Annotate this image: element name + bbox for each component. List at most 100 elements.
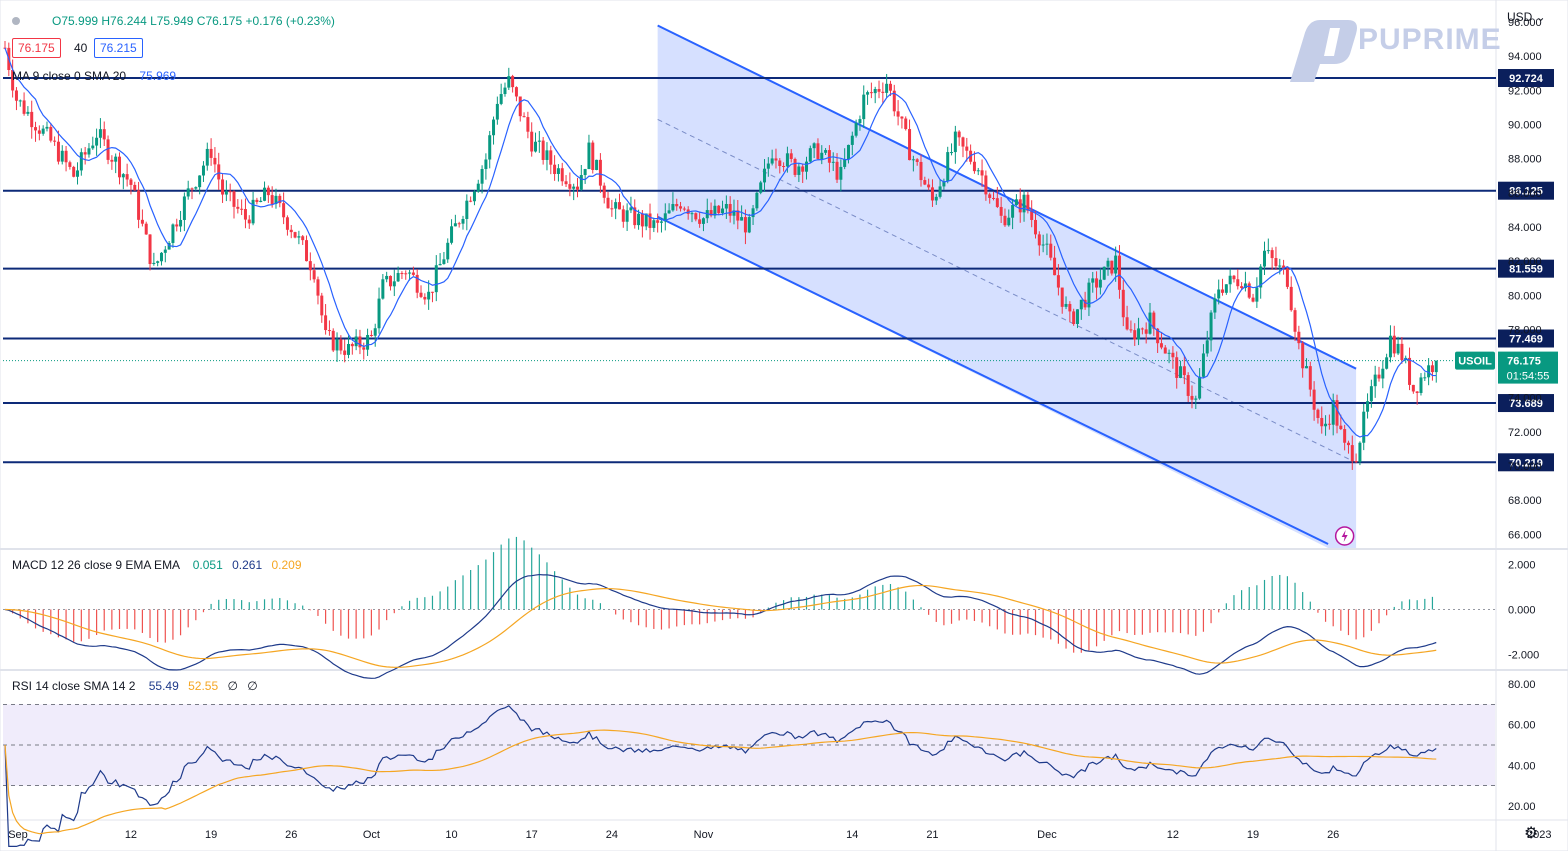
candle-body [1259, 266, 1263, 288]
candle-body [656, 220, 660, 223]
candle-body [850, 135, 854, 145]
candle-body [755, 192, 759, 209]
candle-body [381, 279, 385, 299]
candle-body [293, 232, 297, 238]
currency-selector[interactable]: USD ⌄ [1507, 9, 1546, 25]
candle-body [179, 219, 183, 227]
candle-body [1102, 266, 1106, 280]
lightning-bolt-icon [1341, 530, 1348, 542]
candle-body [163, 249, 167, 253]
candle-body [1282, 265, 1286, 269]
level-price-badge [1498, 453, 1554, 472]
candle-body [961, 137, 965, 147]
rsi-tick-label: 60.00 [1508, 720, 1536, 732]
moving-average-line [4, 47, 1437, 438]
time-axis-label: 17 [526, 829, 538, 841]
candle-body [789, 153, 793, 159]
candle-body [816, 143, 820, 159]
candle-body [1106, 260, 1110, 267]
candle-body [774, 158, 778, 161]
ask-price-box[interactable]: 76.215 [94, 38, 143, 58]
candle-body [1316, 409, 1320, 418]
candle-body [45, 126, 49, 129]
candle-body [556, 168, 560, 174]
candle-body [892, 90, 896, 112]
candle-body [995, 198, 999, 207]
candle-body [1121, 289, 1125, 318]
logo-mark-icon [1290, 20, 1357, 82]
candle-body [1201, 353, 1205, 377]
candle-body [1110, 260, 1114, 274]
candle-body [159, 252, 163, 262]
candle-body [1083, 299, 1087, 308]
level-price-label: 73.689 [1509, 398, 1543, 410]
candle-body [835, 161, 839, 180]
candle-body [919, 161, 923, 181]
macd-hist-value: 0.051 [192, 558, 223, 572]
candle-body [984, 175, 988, 195]
candle-body [1072, 311, 1076, 324]
candle-body [1098, 279, 1102, 288]
candle-body [644, 213, 648, 227]
candle-body [480, 169, 484, 184]
rsi-legend[interactable]: RSI 14 close SMA 14 2 55.49 52.55 ∅ ∅ [12, 678, 258, 694]
candle-body [950, 152, 954, 154]
price-tick-label: 80.000 [1508, 290, 1542, 302]
candle-body [1366, 401, 1370, 412]
candle-body [41, 128, 45, 134]
candle-body [1270, 250, 1274, 259]
candle-body [610, 208, 614, 210]
candle-body [415, 274, 419, 293]
time-axis-label: 2023 [1527, 829, 1551, 841]
price-tick-label: 84.000 [1508, 222, 1542, 234]
candle-body [392, 281, 396, 287]
candle-body [747, 217, 751, 233]
candle-body [18, 100, 22, 102]
candle-body [411, 272, 415, 275]
candle-body [114, 156, 118, 162]
candle-body [49, 126, 53, 141]
price-tick-label: 78.000 [1508, 324, 1542, 336]
candle-body [617, 202, 621, 210]
candle-body [430, 291, 434, 293]
gear-icon[interactable]: ⚙ [1524, 825, 1539, 842]
macd-legend[interactable]: MACD 12 26 close 9 EMA EMA 0.051 0.261 0… [12, 557, 302, 573]
candle-body [125, 174, 129, 180]
candle-body [434, 265, 438, 293]
candle-body [598, 159, 602, 186]
candle-body [1064, 303, 1068, 307]
currency-label: USD [1507, 10, 1533, 24]
candle-body [1026, 194, 1030, 211]
candle-body [339, 339, 343, 351]
candle-body [637, 213, 641, 226]
candle-body [1251, 297, 1255, 302]
candle-body [1346, 442, 1350, 446]
candle-body [1117, 255, 1121, 290]
candle-body [1400, 343, 1404, 360]
candle-body [1415, 391, 1419, 393]
candle-body [22, 100, 26, 114]
candle-body [766, 163, 770, 169]
candle-body [182, 196, 186, 220]
candle-body [1167, 352, 1171, 354]
candle-body [1137, 328, 1141, 340]
price-tick-label: 68.000 [1508, 495, 1542, 507]
candle-body [564, 181, 568, 185]
candle-body [545, 150, 549, 160]
candle-body [896, 111, 900, 117]
candle-body [472, 191, 476, 202]
time-axis-label: 12 [1167, 829, 1179, 841]
bid-price-box[interactable]: 76.175 [12, 38, 61, 58]
level-price-badge [1498, 329, 1554, 348]
candle-body [812, 143, 816, 149]
level-price-badge [1498, 259, 1554, 278]
candle-body [1125, 317, 1129, 330]
candle-body [709, 210, 713, 216]
ma-label-text: MA 9 close 0 SMA 20 [12, 69, 127, 83]
ma-indicator-label[interactable]: MA 9 close 0 SMA 20 75.969 [12, 68, 176, 84]
candle-body [423, 296, 427, 300]
price-tick-label: 74.000 [1508, 393, 1542, 405]
candle-body [663, 213, 667, 222]
